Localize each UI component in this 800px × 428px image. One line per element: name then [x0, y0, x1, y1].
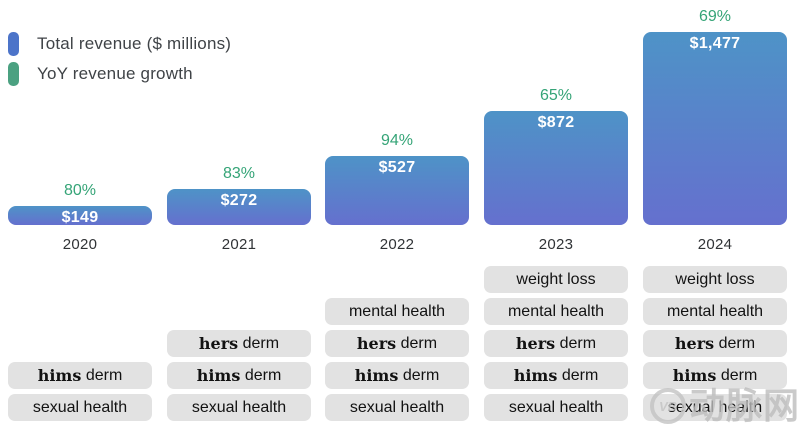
- category-pill: sexual health: [8, 394, 152, 421]
- category-label: weight loss: [516, 270, 596, 288]
- category-label: sexual health: [191, 398, 287, 416]
- category-pills: weight loss mental health hers derm hims…: [643, 266, 787, 421]
- revenue-value: $527: [378, 159, 416, 176]
- revenue-bar: $527: [325, 156, 469, 225]
- revenue-bar: $149: [8, 206, 152, 226]
- category-label: derm: [555, 334, 597, 352]
- category-pill: sexual health: [167, 394, 311, 421]
- revenue-value: $149: [61, 209, 99, 226]
- category-label: derm: [396, 334, 438, 352]
- growth-label: 65%: [539, 87, 573, 104]
- category-pill: hims derm: [325, 362, 469, 389]
- blue-bar-swatch-icon: [8, 31, 19, 56]
- category-pill: hers derm: [167, 330, 311, 357]
- legend-label: Total revenue ($ millions): [37, 33, 232, 53]
- category-label: mental health: [666, 302, 764, 320]
- chart-column-2020: 80% $149 2020 hims derm sexual health: [8, 0, 152, 428]
- category-label: sexual health: [32, 398, 128, 416]
- growth-label: 83%: [222, 165, 256, 182]
- category-pill: hers derm: [643, 330, 787, 357]
- category-pill: hims derm: [643, 362, 787, 389]
- category-pill: hers derm: [325, 330, 469, 357]
- brand-wordmark: hims: [513, 366, 558, 385]
- category-pill: sexual health: [643, 394, 787, 421]
- growth-label: 69%: [698, 8, 732, 25]
- year-label: 2023: [538, 236, 574, 253]
- category-label: sexual health: [667, 398, 763, 416]
- category-pill: hers derm: [484, 330, 628, 357]
- category-pills: weight loss mental health hers derm hims…: [484, 266, 628, 421]
- green-bar-swatch-icon: [8, 61, 19, 86]
- brand-wordmark: hims: [37, 366, 82, 385]
- category-label: mental health: [348, 302, 446, 320]
- category-label: derm: [238, 334, 280, 352]
- revenue-value: $272: [220, 192, 258, 209]
- brand-wordmark: hims: [672, 366, 717, 385]
- category-label: derm: [398, 366, 440, 384]
- year-label: 2020: [62, 236, 98, 253]
- category-label: sexual health: [349, 398, 445, 416]
- category-pill: weight loss: [643, 266, 787, 293]
- growth-label: 80%: [63, 182, 97, 199]
- legend-item-total-revenue: Total revenue ($ millions): [8, 31, 231, 56]
- category-label: derm: [240, 366, 282, 384]
- category-pills: hers derm hims derm sexual health: [167, 330, 311, 421]
- brand-wordmark: hers: [515, 334, 556, 353]
- category-pill: mental health: [484, 298, 628, 325]
- brand-wordmark: hims: [196, 366, 241, 385]
- revenue-bar: $272: [167, 189, 311, 225]
- year-label: 2024: [697, 236, 733, 253]
- category-label: derm: [81, 366, 123, 384]
- chart-column-2021: 83% $272 2021 hers derm hims derm sexual…: [167, 0, 311, 428]
- category-pill: sexual health: [325, 394, 469, 421]
- category-pill: sexual health: [484, 394, 628, 421]
- chart-column-2023: 65% $872 2023 weight loss mental health …: [484, 0, 628, 428]
- chart-column-2024: 69% $1,477 2024 weight loss mental healt…: [643, 0, 787, 428]
- category-pill: hims derm: [8, 362, 152, 389]
- category-pills: hims derm sexual health: [8, 362, 152, 421]
- legend: Total revenue ($ millions) YoY revenue g…: [8, 31, 231, 86]
- brand-wordmark: hers: [198, 334, 239, 353]
- category-pills: mental health hers derm hims derm sexual…: [325, 298, 469, 421]
- chart-column-2022: 94% $527 2022 mental health hers derm hi…: [325, 0, 469, 428]
- brand-wordmark: hims: [354, 366, 399, 385]
- category-pill: hims derm: [167, 362, 311, 389]
- year-label: 2021: [221, 236, 257, 253]
- brand-wordmark: hers: [356, 334, 397, 353]
- category-pill: hims derm: [484, 362, 628, 389]
- category-pill: weight loss: [484, 266, 628, 293]
- revenue-value: $872: [537, 114, 575, 131]
- year-label: 2022: [379, 236, 415, 253]
- category-label: sexual health: [508, 398, 604, 416]
- growth-label: 94%: [380, 132, 414, 149]
- brand-wordmark: hers: [674, 334, 715, 353]
- category-label: derm: [714, 334, 756, 352]
- category-pill: mental health: [325, 298, 469, 325]
- revenue-bar: $1,477: [643, 32, 787, 225]
- category-label: mental health: [507, 302, 605, 320]
- revenue-value: $1,477: [689, 35, 741, 52]
- legend-label: YoY revenue growth: [37, 63, 193, 83]
- legend-item-yoy-growth: YoY revenue growth: [8, 61, 231, 86]
- category-label: derm: [716, 366, 758, 384]
- category-label: derm: [557, 366, 599, 384]
- category-label: weight loss: [675, 270, 755, 288]
- category-pill: mental health: [643, 298, 787, 325]
- revenue-bar: $872: [484, 111, 628, 225]
